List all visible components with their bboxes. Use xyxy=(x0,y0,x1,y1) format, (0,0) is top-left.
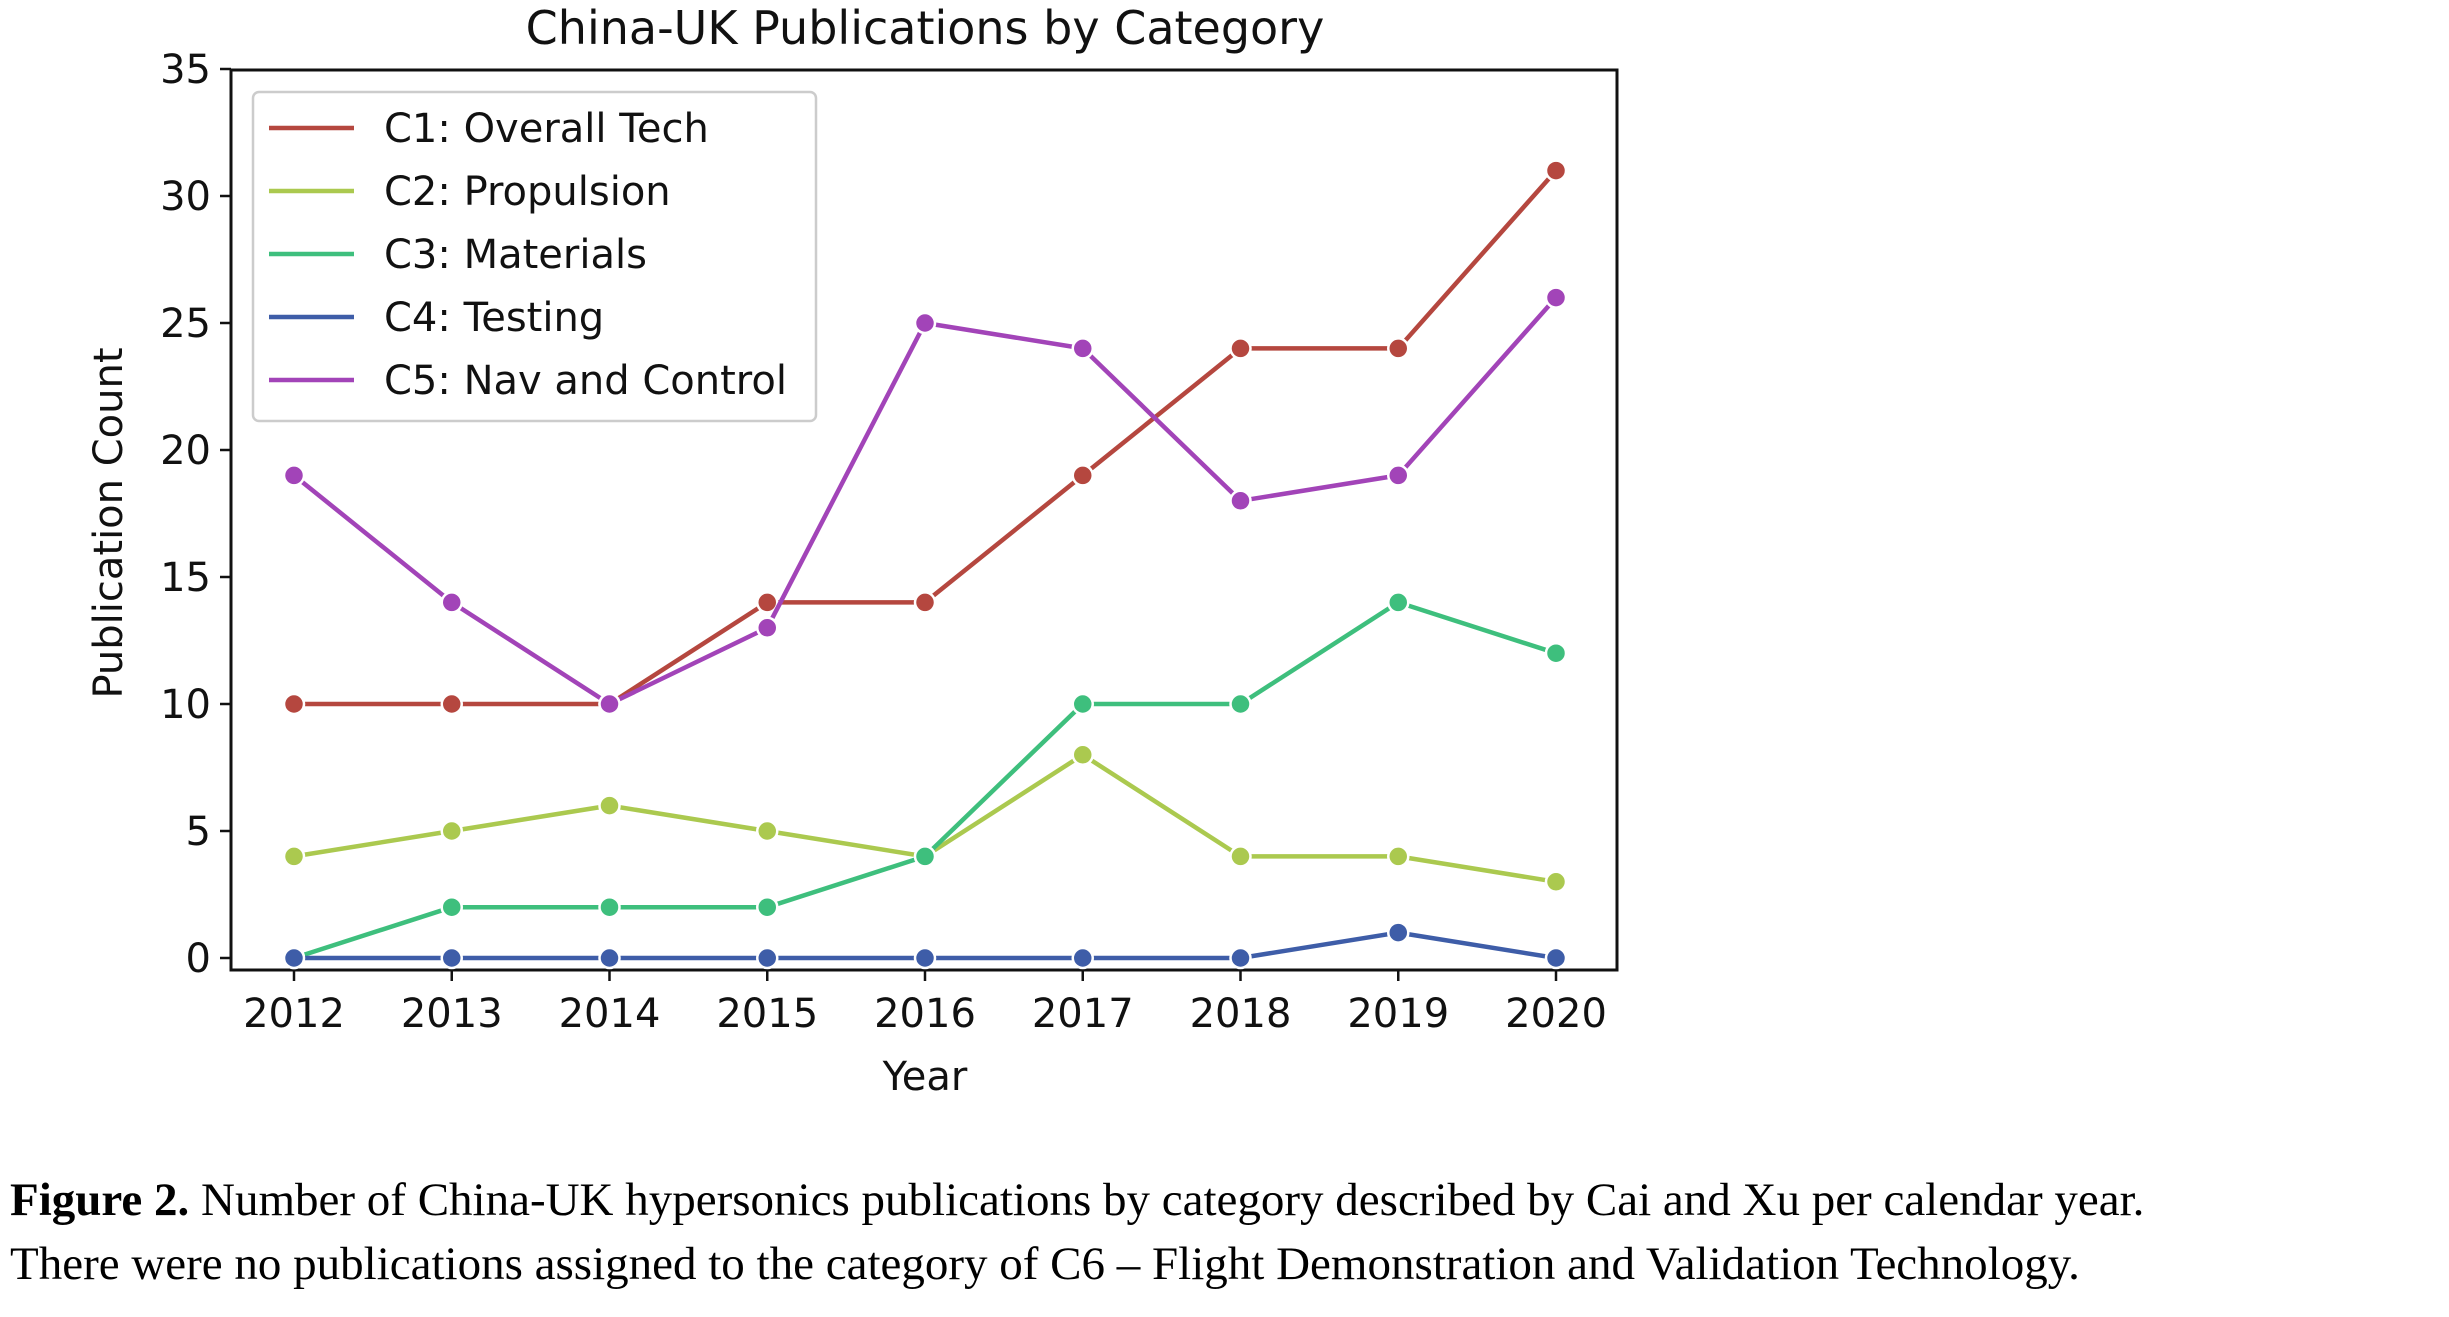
data-point-series-3 xyxy=(1387,591,1410,614)
y-tick-label: 35 xyxy=(160,47,211,93)
series-line-3 xyxy=(291,600,1559,961)
legend: C1: Overall Tech C2: Propulsion C3: Materi… xyxy=(251,90,818,423)
data-point-series-4 xyxy=(756,946,779,970)
data-point-series-1 xyxy=(756,591,779,614)
data-point-series-1 xyxy=(440,692,463,716)
x-tick-label: 2018 xyxy=(1190,991,1292,1037)
y-tick-label: 5 xyxy=(186,809,211,855)
data-point-series-2 xyxy=(756,819,779,843)
data-point-series-5 xyxy=(1544,286,1568,309)
data-point-series-4 xyxy=(598,946,621,970)
data-point-series-2 xyxy=(440,819,463,843)
data-point-series-4 xyxy=(1544,946,1568,970)
data-point-series-5 xyxy=(1387,464,1410,487)
data-point-series-1 xyxy=(1229,337,1252,360)
data-point-series-5 xyxy=(756,616,779,640)
x-tick-label: 2019 xyxy=(1347,991,1449,1037)
data-point-series-2 xyxy=(1387,845,1410,868)
data-point-series-5 xyxy=(1229,489,1252,513)
data-point-series-3 xyxy=(1544,641,1568,665)
data-point-series-4 xyxy=(913,946,937,970)
x-tick-label: 2016 xyxy=(874,991,976,1037)
data-point-series-2 xyxy=(1544,870,1568,894)
figure-caption: Figure 2. Number of China-UK hypersonics… xyxy=(10,1168,2445,1296)
data-point-series-2 xyxy=(598,794,621,817)
data-point-series-3 xyxy=(440,895,463,919)
data-point-series-1 xyxy=(913,591,937,614)
y-axis-label: Publication Count xyxy=(86,347,132,698)
data-point-series-2 xyxy=(282,845,306,868)
data-point-series-5 xyxy=(440,591,463,614)
data-point-series-3 xyxy=(913,845,937,868)
data-point-series-3 xyxy=(1229,692,1252,716)
data-point-series-4 xyxy=(1387,921,1410,944)
y-tick-label: 0 xyxy=(186,936,211,982)
x-tick-label: 2013 xyxy=(401,991,503,1037)
data-point-series-1 xyxy=(1544,159,1568,182)
x-tick-label: 2014 xyxy=(559,991,661,1037)
data-point-series-5 xyxy=(913,311,937,335)
caption-line-2: There were no publications assigned to t… xyxy=(10,1238,2080,1290)
data-point-series-4 xyxy=(1071,946,1094,970)
y-tick-label: 15 xyxy=(160,555,211,601)
data-point-series-2 xyxy=(1229,845,1252,868)
legend-label-5: C5: Nav and Control xyxy=(384,358,787,404)
figure-label: Figure 2. xyxy=(10,1174,190,1226)
legend-label-3: C3: Materials xyxy=(384,232,647,278)
x-tick-label: 2012 xyxy=(243,991,345,1037)
data-point-series-2 xyxy=(1071,743,1094,767)
legend-label-4: C4: Testing xyxy=(384,295,604,341)
data-point-series-4 xyxy=(440,946,463,970)
x-axis-label: Year xyxy=(882,1054,968,1100)
x-tick-label: 2020 xyxy=(1505,991,1607,1037)
chart-title: China-UK Publications by Category xyxy=(526,1,1325,55)
data-point-series-4 xyxy=(282,946,306,970)
y-tick-label: 20 xyxy=(160,428,211,474)
legend-label-2: C2: Propulsion xyxy=(384,169,671,215)
data-point-series-1 xyxy=(1071,464,1094,487)
data-point-series-3 xyxy=(598,895,621,919)
legend-label-1: C1: Overall Tech xyxy=(384,106,709,152)
x-tick-label: 2017 xyxy=(1032,991,1134,1037)
caption-text-1: Number of China-UK hypersonics publicati… xyxy=(189,1174,2145,1226)
data-point-series-1 xyxy=(282,692,306,716)
data-point-series-3 xyxy=(756,895,779,919)
y-tick-label: 30 xyxy=(160,174,211,220)
x-tick-label: 2015 xyxy=(716,991,818,1037)
data-point-series-1 xyxy=(1387,337,1410,360)
data-point-series-5 xyxy=(598,692,621,716)
data-point-series-4 xyxy=(1229,946,1252,970)
data-point-series-3 xyxy=(1071,692,1094,716)
data-point-series-5 xyxy=(282,464,306,487)
y-tick-label: 10 xyxy=(160,682,211,728)
caption-line-1: Figure 2. Number of China-UK hypersonics… xyxy=(10,1168,2445,1232)
legend-box xyxy=(251,90,818,423)
data-point-series-5 xyxy=(1071,337,1094,360)
y-tick-label: 25 xyxy=(160,301,211,347)
